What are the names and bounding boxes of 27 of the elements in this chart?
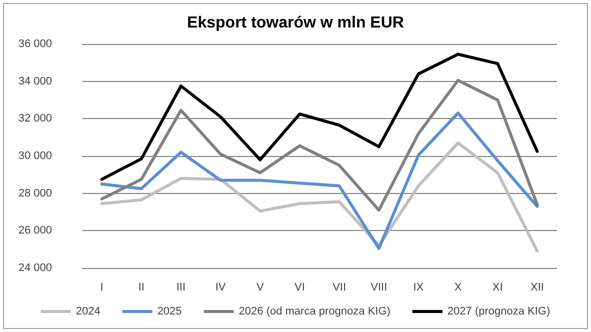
x-tick-label: X xyxy=(454,282,462,294)
x-tick-label: VIII xyxy=(370,282,388,294)
x-tick-label: XII xyxy=(530,282,544,294)
x-tick-label: VI xyxy=(294,282,305,294)
y-tick-label: 34 000 xyxy=(18,75,52,88)
chart-title: Eksport towarów w mln EUR xyxy=(187,14,404,32)
legend-label: 2025 xyxy=(157,306,182,318)
y-tick-label: 32 000 xyxy=(18,112,52,125)
legend-label: 2026 (od marca prognoza KIG) xyxy=(238,306,390,318)
legend-label: 2024 xyxy=(76,306,100,318)
line-series xyxy=(100,52,539,181)
y-tick-label: 28 000 xyxy=(18,187,52,200)
line-series xyxy=(100,141,539,253)
line-series xyxy=(100,112,539,250)
y-tick-label: 24 000 xyxy=(18,262,52,274)
y-tick-label: 36 000 xyxy=(18,38,52,50)
x-tick-label: I xyxy=(100,282,104,294)
x-tick-label: IX xyxy=(413,282,424,294)
x-tick-label: IV xyxy=(215,282,226,294)
y-tick-label: 30 000 xyxy=(18,150,52,162)
x-tick-label: VII xyxy=(332,282,346,294)
legend-label: 2027 (prognoza KIG) xyxy=(447,306,550,318)
x-tick-label: III xyxy=(176,282,186,294)
x-tick-label: V xyxy=(256,282,264,294)
x-tick-label: II xyxy=(138,282,144,294)
y-tick-label: 26 000 xyxy=(18,224,52,237)
x-tick-label: XI xyxy=(492,282,503,294)
